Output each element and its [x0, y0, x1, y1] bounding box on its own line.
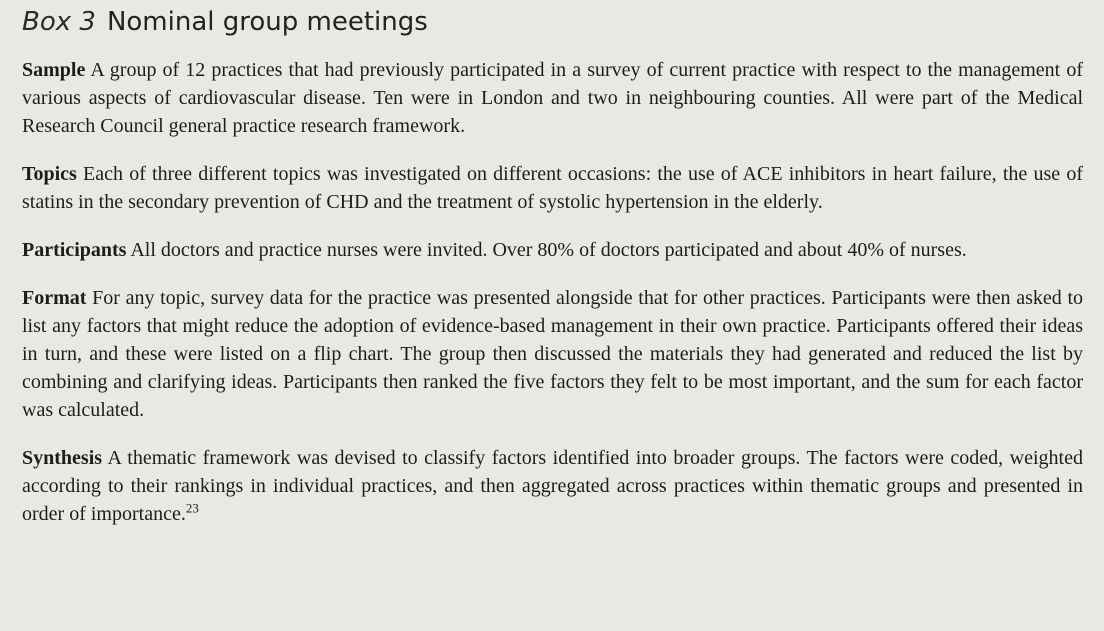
section-sample-heading: Sample [22, 59, 86, 81]
section-synthesis-text: A thematic framework was devised to clas… [22, 447, 1083, 525]
section-synthesis-heading: Synthesis [22, 447, 103, 469]
section-synthesis: Synthesis A thematic framework was devis… [22, 444, 1083, 528]
section-participants: Participants All doctors and practice nu… [22, 236, 1083, 264]
box-name: Nominal group meetings [106, 7, 428, 37]
section-format-text: For any topic, survey data for the pract… [22, 287, 1084, 421]
box-title: Box 3 Nominal group meetings [22, 6, 1083, 38]
box-label: Box 3 [22, 7, 96, 37]
section-participants-text: All doctors and practice nurses were inv… [130, 239, 967, 261]
section-topics-heading: Topics [22, 163, 77, 185]
section-participants-heading: Participants [22, 239, 127, 261]
section-sample-text: A group of 12 practices that had previou… [22, 59, 1083, 137]
reference-marker: 23 [185, 500, 199, 516]
section-format-heading: Format [22, 287, 87, 309]
section-format: Format For any topic, survey data for th… [22, 284, 1083, 424]
section-topics-text: Each of three different topics was inves… [22, 163, 1084, 213]
section-sample: Sample A group of 12 practices that had … [22, 56, 1083, 140]
section-topics: Topics Each of three different topics wa… [22, 160, 1083, 216]
